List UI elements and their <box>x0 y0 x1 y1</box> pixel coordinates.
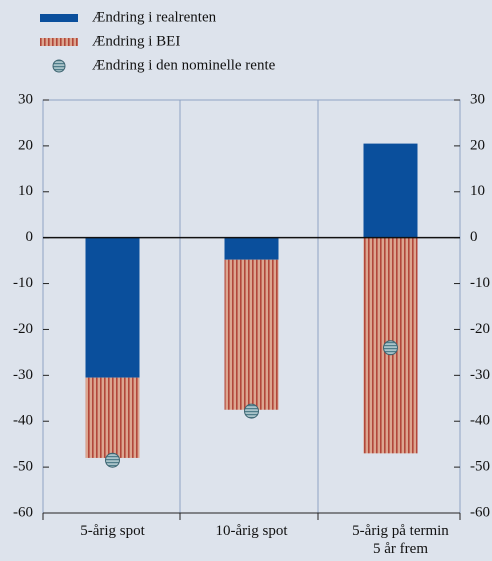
y2-tick-label: 20 <box>470 137 485 153</box>
bar <box>363 143 418 238</box>
y-tick-label: -20 <box>13 321 33 337</box>
y2-tick-label: -40 <box>470 413 490 429</box>
y-tick-label: 0 <box>26 229 34 245</box>
x-tick-label: 5-årig spot <box>80 523 145 539</box>
dot <box>383 340 398 356</box>
legend-swatch <box>40 14 78 22</box>
y2-tick-label: 10 <box>470 183 485 199</box>
y-tick-label: 20 <box>18 137 33 153</box>
y-tick-label: -40 <box>13 413 33 429</box>
bar <box>85 377 140 458</box>
x-tick-label: 5-årig på termin 5 år frem <box>352 523 449 557</box>
y2-tick-label: -50 <box>470 459 490 475</box>
legend-swatch <box>40 38 78 46</box>
y-tick-label: -10 <box>13 275 33 291</box>
y-tick-label: -60 <box>13 504 33 520</box>
y2-tick-label: -30 <box>470 367 490 383</box>
dot <box>244 403 259 419</box>
x-tick-label: 10-årig spot <box>215 523 288 539</box>
y-tick-label: -30 <box>13 367 33 383</box>
y2-tick-label: 30 <box>470 91 485 107</box>
legend-label: Ændring i BEI <box>92 33 180 49</box>
y-tick-label: -50 <box>13 459 33 475</box>
bar <box>85 237 140 378</box>
bar <box>224 259 279 410</box>
y-tick-label: 30 <box>18 91 33 107</box>
legend-label: Ændring i den nominelle rente <box>92 57 276 73</box>
legend-label: Ændring i realrenten <box>92 9 217 25</box>
bar <box>224 237 279 260</box>
legend-swatch <box>52 59 66 73</box>
y2-tick-label: 0 <box>470 229 478 245</box>
dot <box>105 452 120 468</box>
y2-tick-label: -20 <box>470 321 490 337</box>
y2-tick-label: -10 <box>470 275 490 291</box>
y-tick-label: 10 <box>18 183 33 199</box>
y2-tick-label: -60 <box>470 504 490 520</box>
